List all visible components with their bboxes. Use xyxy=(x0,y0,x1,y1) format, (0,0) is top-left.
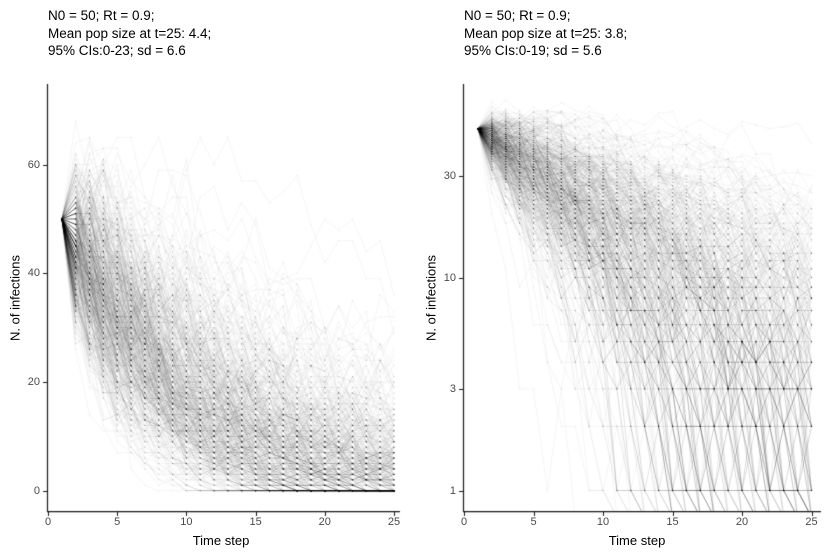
x-tick-label: 25 xyxy=(387,516,401,528)
title-line: Mean pop size at t=25: 4.4; xyxy=(48,25,212,41)
x-tick-label: 25 xyxy=(805,516,818,528)
x-tick-label: 5 xyxy=(114,516,121,528)
x-tick-label: 15 xyxy=(249,516,262,528)
y-tick-label: 0 xyxy=(33,484,40,497)
y-tick-label: 10 xyxy=(443,271,456,284)
right-y-axis-label: N. of infections xyxy=(423,255,439,341)
right-x-axis-label: Time step xyxy=(608,533,666,548)
title-line: N0 = 50; Rt = 0.9; xyxy=(48,8,155,23)
title-line: Mean pop size at t=25: 3.8; xyxy=(464,25,628,41)
left-x-axis-label: Time step xyxy=(192,533,250,548)
x-tick-label: 20 xyxy=(318,516,331,528)
y-tick-label: 20 xyxy=(27,376,40,388)
left-panel-title: N0 = 50; Rt = 0.9; Mean pop size at t=25… xyxy=(48,7,211,60)
y-tick-label: 40 xyxy=(27,267,40,280)
x-tick-label: 20 xyxy=(735,516,749,528)
right-panel-title: N0 = 50; Rt = 0.9; Mean pop size at t=25… xyxy=(464,7,627,60)
y-tick-label: 30 xyxy=(443,169,456,182)
y-tick-label: 1 xyxy=(449,484,456,497)
x-tick-label: 10 xyxy=(596,516,610,528)
x-tick-label: 10 xyxy=(180,516,193,528)
title-line: 95% CIs:0-23; sd = 6.6 xyxy=(48,43,186,58)
x-tick-label: 5 xyxy=(530,516,537,528)
x-tick-label: 0 xyxy=(460,516,468,528)
x-tick-label: 15 xyxy=(666,516,679,528)
y-tick-label: 60 xyxy=(27,158,40,171)
y-tick-label: 3 xyxy=(449,382,456,395)
title-line: N0 = 50; Rt = 0.9; xyxy=(464,8,571,23)
title-line: 95% CIs:0-19; sd = 5.6 xyxy=(464,43,602,58)
x-tick-label: 0 xyxy=(44,516,52,528)
